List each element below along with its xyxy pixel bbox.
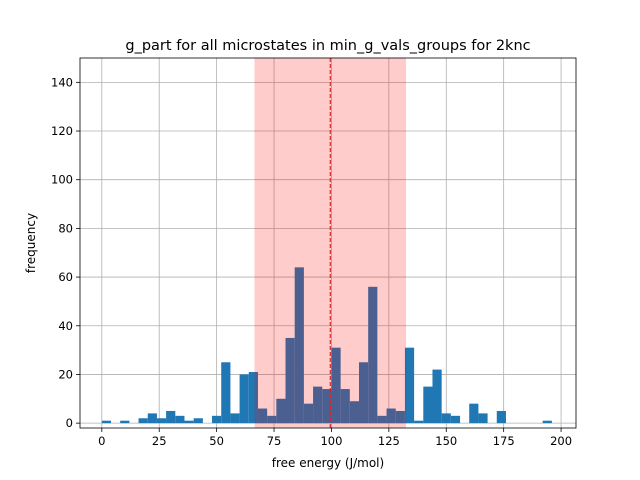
y-tick-label: 140 — [51, 75, 73, 89]
histogram-bar — [276, 398, 286, 424]
histogram-bar — [248, 372, 258, 424]
histogram-bar — [441, 413, 451, 424]
histogram-bar — [184, 420, 194, 424]
histogram-bar — [294, 267, 304, 424]
histogram-bar — [193, 418, 203, 424]
grid-lines — [80, 58, 576, 428]
histogram-bar — [212, 415, 222, 424]
histogram-bar — [478, 413, 488, 424]
highlight-overlay — [254, 58, 407, 428]
histogram-bar — [404, 347, 415, 424]
x-tick-label: 75 — [267, 434, 282, 448]
histogram-bars — [101, 267, 552, 424]
histogram-bar — [423, 386, 433, 424]
histogram-bar — [349, 401, 359, 424]
histogram-bar — [395, 410, 405, 424]
x-tick-label: 50 — [209, 434, 224, 448]
histogram-bar — [331, 347, 341, 424]
histogram-bar — [414, 420, 424, 424]
histogram-bar — [138, 418, 148, 424]
histogram-bar — [303, 403, 314, 424]
histogram-bar — [156, 418, 167, 424]
histogram-bar — [147, 413, 157, 424]
histogram-bar — [322, 389, 332, 424]
y-tick-label: 60 — [58, 270, 73, 284]
histogram-bar — [221, 362, 231, 424]
histogram-bar — [313, 386, 323, 424]
histogram-bar — [359, 362, 369, 424]
axes: 0 25 50 75 100 125 150 175 200 0 20 40 60 80 100 120 140 — [51, 57, 577, 448]
histogram-bar — [496, 410, 506, 424]
x-axis-label: free energy (J/mol) — [272, 456, 384, 470]
x-tick-label: 200 — [550, 434, 572, 448]
y-tick-label: 20 — [58, 367, 73, 381]
histogram-bar — [450, 415, 461, 424]
histogram-bar — [285, 337, 295, 424]
x-tick-label: 150 — [435, 434, 457, 448]
histogram-bar — [340, 389, 350, 424]
histogram-bar — [120, 420, 130, 424]
histogram-bar — [101, 420, 111, 424]
y-tick-label: 100 — [51, 173, 73, 187]
x-tick-label: 175 — [493, 434, 515, 448]
x-tick-label: 0 — [98, 434, 105, 448]
x-tick-label: 100 — [320, 434, 342, 448]
histogram-bar — [542, 420, 552, 424]
histogram-bar — [257, 408, 268, 424]
histogram-bar — [432, 369, 442, 424]
histogram-bar — [469, 403, 479, 424]
histogram-bar — [230, 413, 240, 424]
x-tick-label: 125 — [378, 434, 400, 448]
x-tick-label: 25 — [152, 434, 167, 448]
histogram-bar — [377, 415, 387, 424]
y-tick-label: 40 — [58, 319, 73, 333]
histogram-bar — [267, 415, 277, 424]
y-axis-label: frequency — [24, 213, 38, 273]
histogram-bar — [386, 408, 396, 424]
histogram-bar — [175, 415, 185, 424]
chart-title: g_part for all microstates in min_g_vals… — [125, 38, 530, 54]
histogram-bar — [239, 374, 249, 424]
histogram-bar — [368, 286, 378, 424]
plot-frame — [79, 57, 577, 429]
y-tick-label: 120 — [51, 124, 73, 138]
y-tick-label: 0 — [66, 416, 73, 430]
histogram-bar — [166, 410, 176, 424]
y-tick-label: 80 — [58, 221, 73, 235]
